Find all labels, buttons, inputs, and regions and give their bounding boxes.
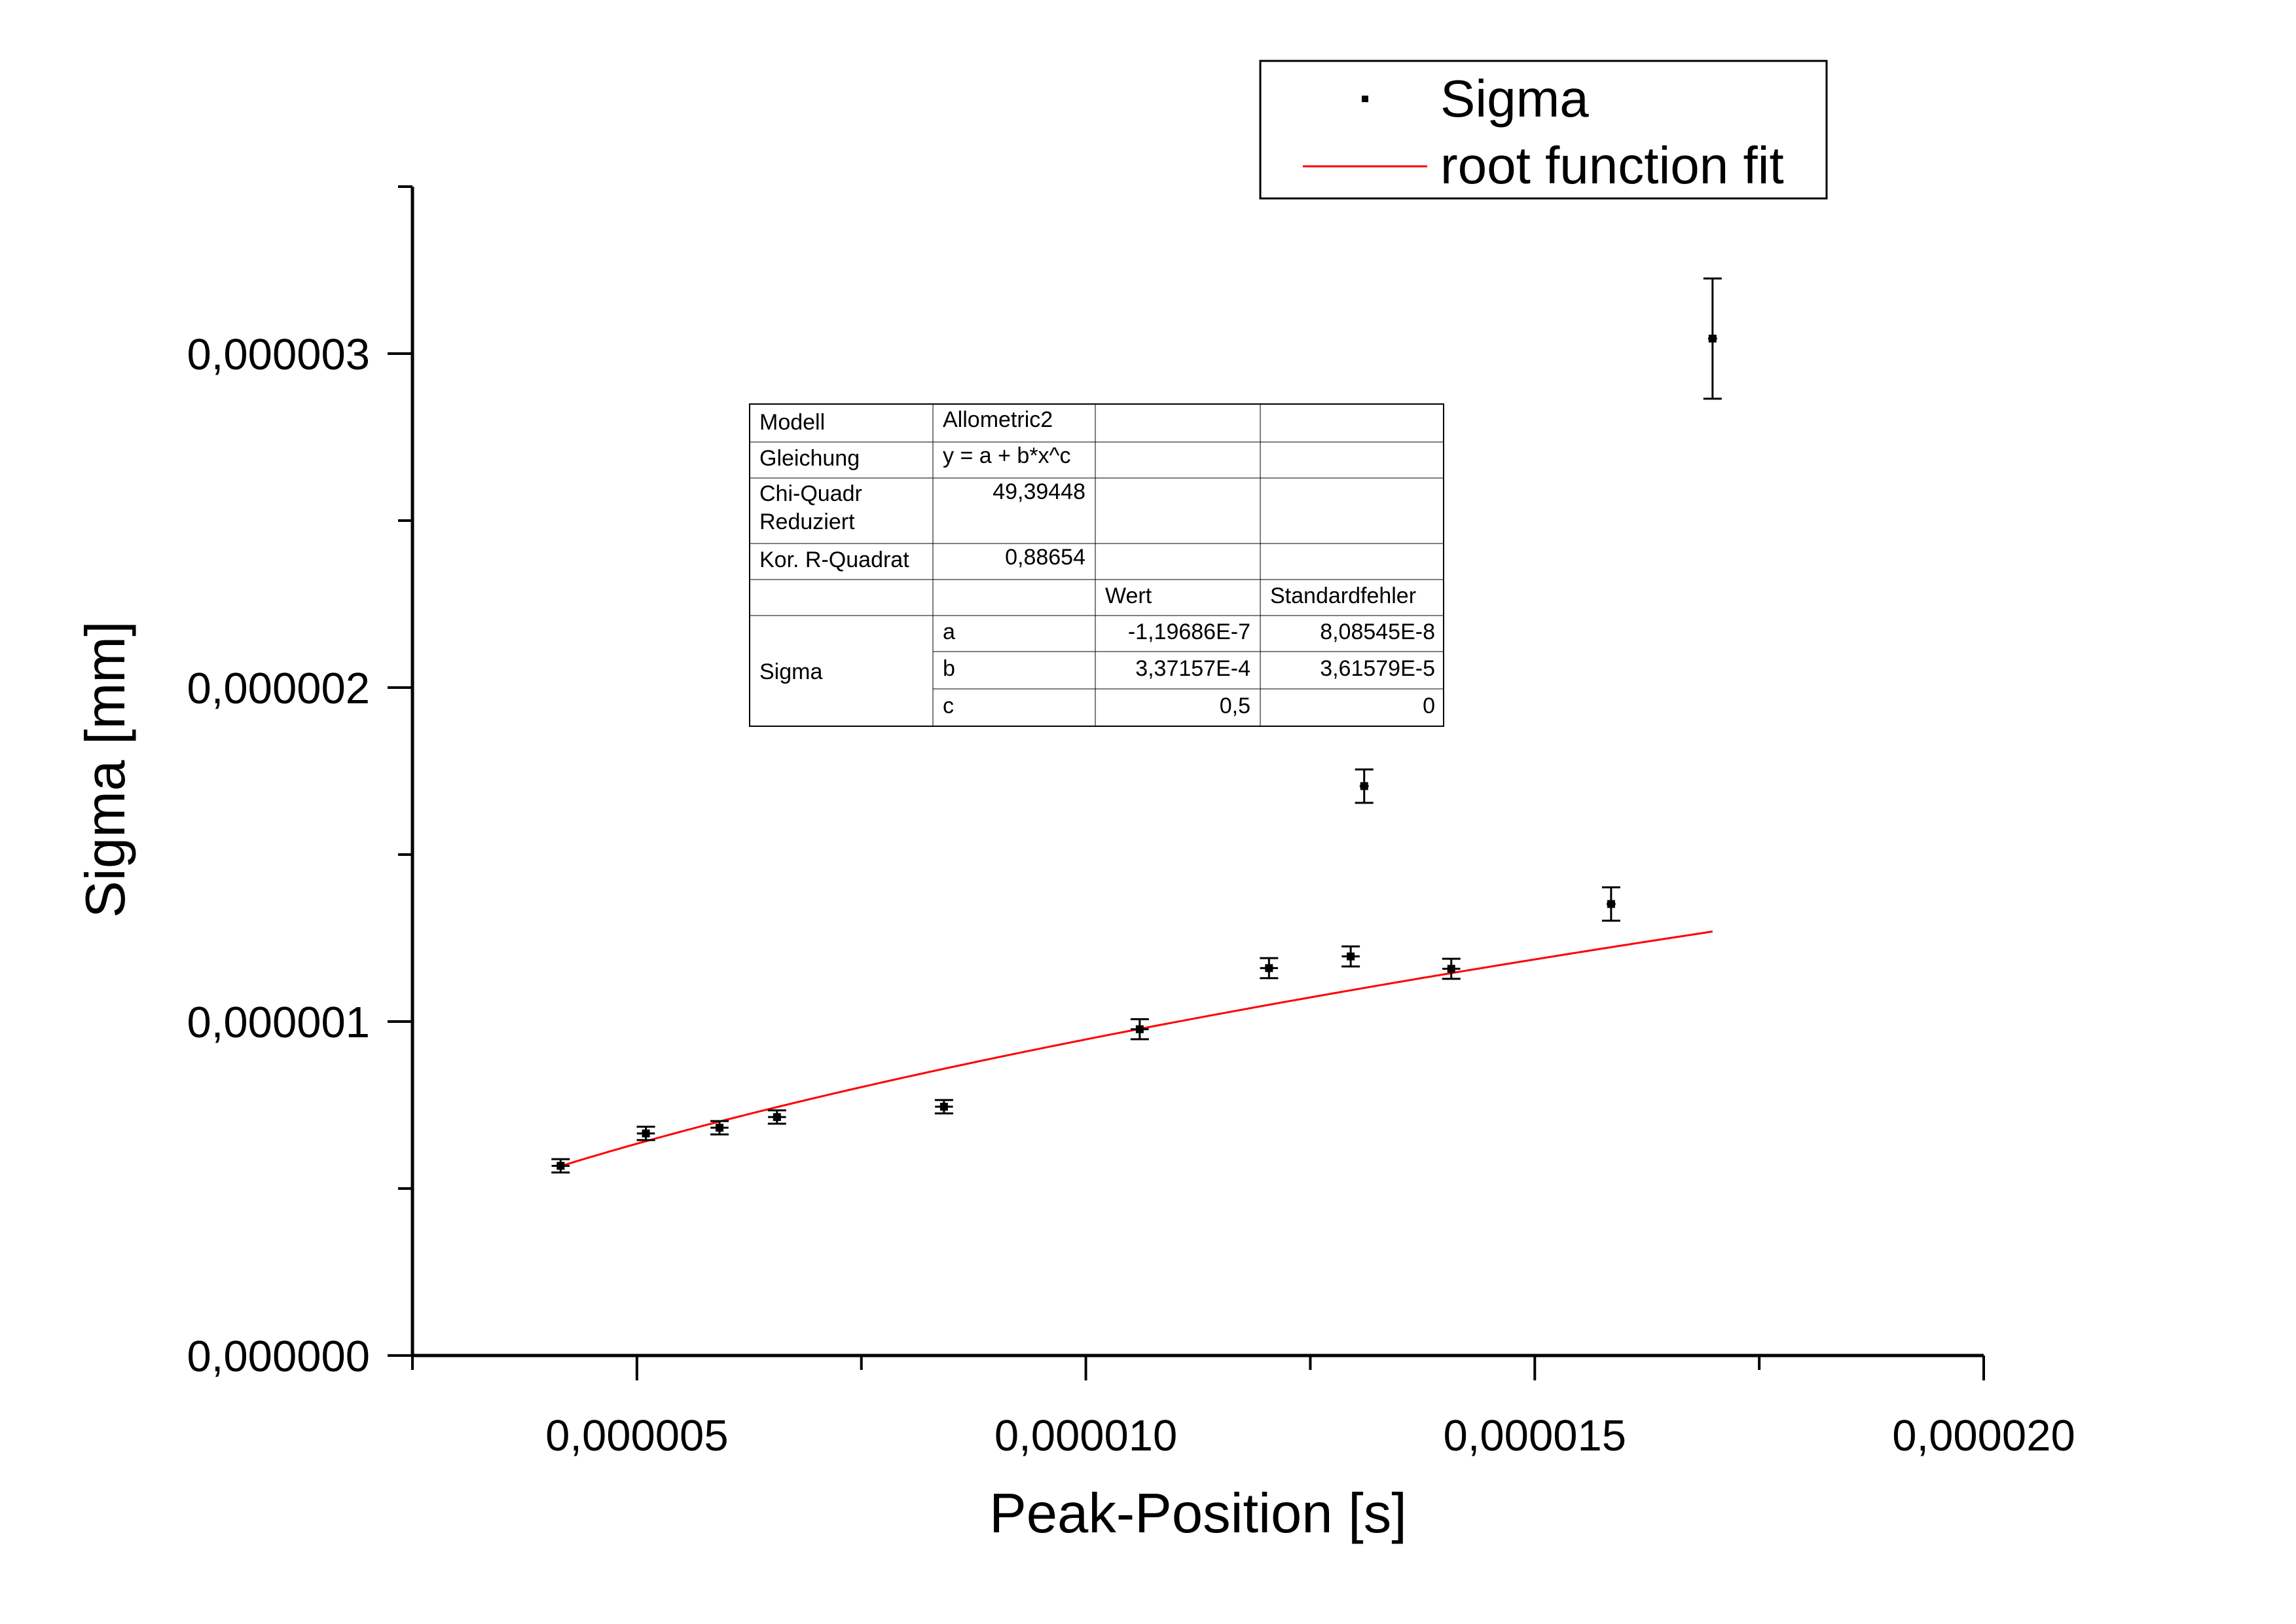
table-chi-value: 49,39448	[993, 479, 1085, 504]
data-point	[1601, 886, 1620, 922]
fit-curve	[560, 931, 1713, 1168]
x-tick-label: 0,000015	[1444, 1411, 1626, 1460]
data-points	[551, 277, 1722, 1174]
table-chi-label-line2: Reduziert	[759, 509, 855, 534]
y-tick-label: 0,000003	[187, 330, 370, 379]
table-param-error-c: 0	[1423, 693, 1435, 718]
data-point	[551, 1158, 570, 1174]
data-marker	[773, 1113, 781, 1121]
table-param-value-b: 3,37157E-4	[1135, 656, 1250, 681]
y-tick-label: 0,000002	[187, 664, 370, 713]
data-point	[636, 1126, 655, 1141]
data-point	[1260, 957, 1279, 980]
table-param-name-c: c	[943, 693, 954, 718]
data-marker	[1447, 965, 1455, 973]
table-param-name-b: b	[943, 656, 955, 681]
data-marker	[556, 1162, 565, 1170]
table-r2-value: 0,88654	[1005, 545, 1085, 570]
table-col-error: Standardfehler	[1270, 583, 1416, 608]
y-tick-label: 0,000001	[187, 998, 370, 1047]
table-equation-value: y = a + b*x^c	[943, 443, 1071, 468]
table-param-error-a: 8,08545E-8	[1320, 619, 1435, 644]
data-marker	[1135, 1025, 1144, 1033]
data-point	[710, 1120, 729, 1135]
data-point	[1355, 768, 1374, 804]
y-ticks: 0,000000 0,000001 0,000002 0,000003	[187, 185, 412, 1381]
axes	[410, 187, 1984, 1357]
table-chi-label-line1: Chi-Quadr	[759, 481, 862, 506]
table-model-label: Modell	[759, 410, 825, 435]
data-point	[1442, 957, 1461, 980]
legend-label-sigma: Sigma	[1440, 69, 1589, 128]
data-point	[1130, 1018, 1149, 1041]
legend-marker-sigma	[1362, 96, 1368, 102]
y-axis-title: Sigma [mm]	[75, 621, 137, 917]
table-equation-label: Gleichung	[759, 446, 860, 471]
table-param-value-a: -1,19686E-7	[1128, 619, 1250, 644]
data-marker	[1347, 952, 1355, 961]
x-tick-label: 0,000020	[1892, 1411, 2075, 1460]
legend: Sigma root function fit	[1259, 60, 1828, 200]
data-point	[934, 1099, 953, 1115]
x-axis-title: Peak-Position [s]	[989, 1483, 1407, 1545]
data-marker	[642, 1129, 650, 1137]
data-point	[1703, 277, 1722, 400]
y-tick-label: 0,000000	[187, 1332, 370, 1381]
table-border	[749, 403, 1444, 727]
data-point	[1341, 945, 1360, 968]
table-r2-label: Kor. R-Quadrat	[759, 547, 909, 572]
legend-label-fit: root function fit	[1440, 136, 1784, 194]
data-point	[767, 1109, 786, 1125]
fit-results-table: Modell Allometric2 Gleichung y = a + b*x…	[749, 403, 1444, 727]
x-tick-label: 0,000010	[994, 1411, 1177, 1460]
data-marker	[1265, 964, 1273, 972]
table-param-group: Sigma	[759, 659, 822, 684]
data-marker	[716, 1124, 724, 1132]
legend-box	[1259, 60, 1828, 200]
table-param-value-c: 0,5	[1220, 693, 1250, 718]
table-param-error-b: 3,61579E-5	[1320, 656, 1435, 681]
data-marker	[939, 1103, 948, 1111]
x-tick-label: 0,000005	[545, 1411, 728, 1460]
data-marker	[1708, 335, 1717, 343]
table-col-value: Wert	[1105, 583, 1152, 608]
data-marker	[1360, 782, 1368, 790]
data-marker	[1607, 900, 1615, 908]
x-ticks: 0,000005 0,000010 0,000015 0,000020	[411, 1356, 2075, 1460]
table-model-value: Allometric2	[943, 407, 1053, 432]
table-param-name-a: a	[943, 619, 955, 644]
